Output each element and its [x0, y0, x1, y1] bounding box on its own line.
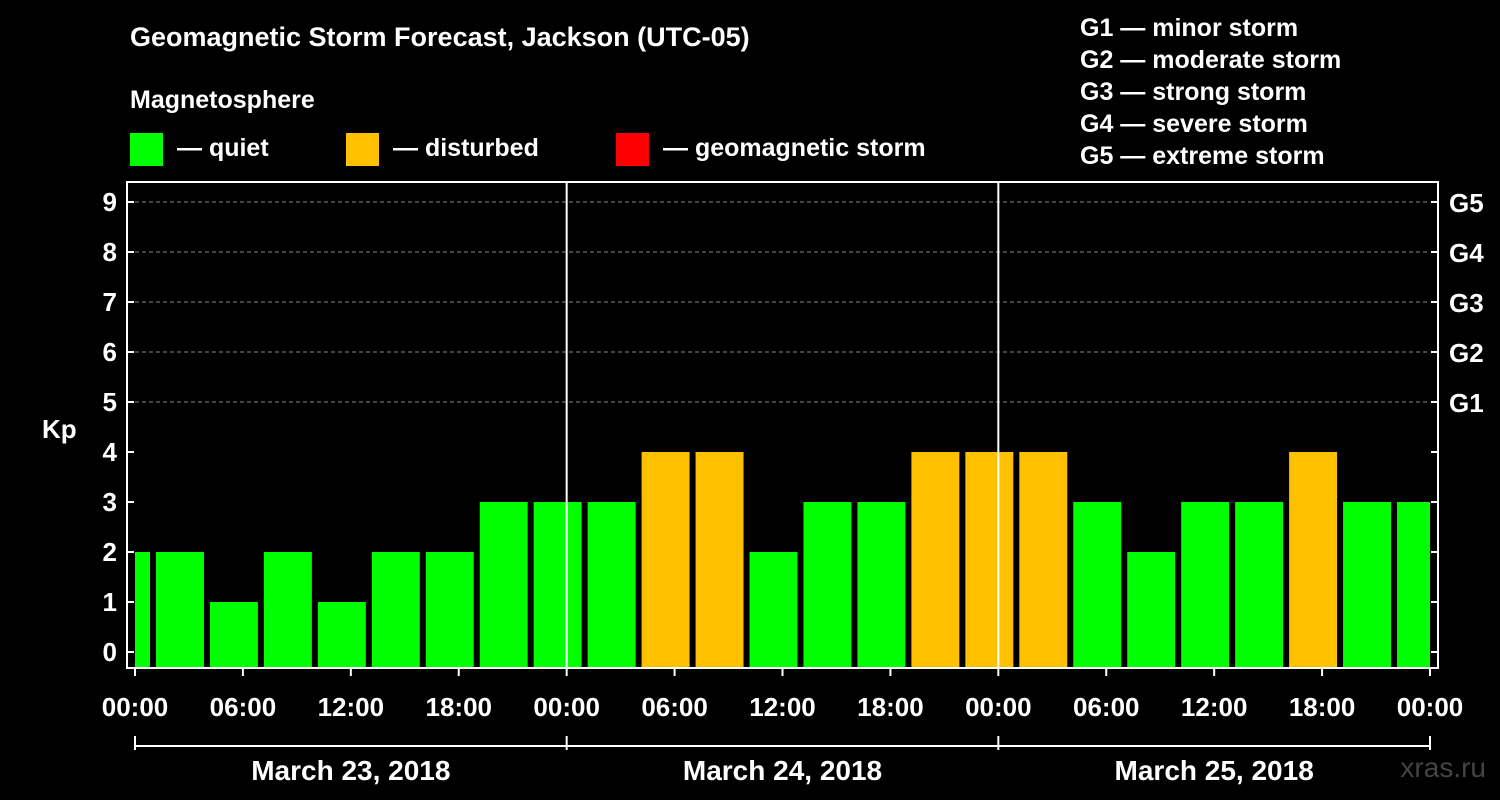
legend-swatch-storm [616, 133, 649, 166]
chart-title: Geomagnetic Storm Forecast, Jackson (UTC… [130, 22, 750, 52]
day-label: March 24, 2018 [683, 755, 882, 786]
legend-label-quiet: — quiet [177, 134, 269, 162]
kp-bar [749, 552, 798, 668]
kp-bar [135, 552, 150, 668]
x-tick-label: 06:00 [1073, 692, 1140, 722]
kp-bar [155, 552, 204, 668]
kp-bar [533, 502, 582, 668]
x-tick-label: 06:00 [641, 692, 708, 722]
x-tick-label: 18:00 [1289, 692, 1356, 722]
y-tick-label: 9 [103, 187, 117, 217]
y-tick-label: 5 [103, 387, 117, 417]
kp-bar [587, 502, 636, 668]
kp-bar [1019, 452, 1068, 668]
g-scale-g3: G3 — strong storm [1080, 78, 1307, 106]
kp-bar [479, 502, 528, 668]
g-scale-g5: G5 — extreme storm [1080, 142, 1325, 170]
day-label: March 23, 2018 [251, 755, 450, 786]
y-tick-label: 6 [103, 337, 117, 367]
kp-bar [803, 502, 852, 668]
g-scale-g2: G2 — moderate storm [1080, 46, 1342, 74]
day-label: March 25, 2018 [1115, 755, 1314, 786]
x-tick-label: 00:00 [965, 692, 1032, 722]
y-tick-label: 4 [103, 437, 118, 467]
x-tick-label: 18:00 [426, 692, 493, 722]
kp-bar [1073, 502, 1122, 668]
y-tick-label: 3 [103, 487, 117, 517]
legend-swatch-quiet [130, 133, 163, 166]
kp-bar [1127, 552, 1176, 668]
g-scale-g1: G1 — minor storm [1080, 14, 1299, 42]
y-tick-label: 0 [103, 637, 117, 667]
watermark: xras.ru [1400, 752, 1486, 783]
kp-bar [857, 502, 906, 668]
x-tick-label: 00:00 [102, 692, 169, 722]
legend-label-disturbed: — disturbed [393, 134, 539, 162]
kp-bar [695, 452, 744, 668]
kp-bar [1181, 502, 1230, 668]
g-scale-tick-label: G2 [1449, 338, 1484, 368]
legend-swatch-disturbed [346, 133, 379, 166]
x-tick-label: 00:00 [1397, 692, 1464, 722]
x-tick-label: 18:00 [857, 692, 924, 722]
x-tick-label: 00:00 [533, 692, 600, 722]
y-tick-label: 7 [103, 287, 117, 317]
x-tick-label: 12:00 [318, 692, 385, 722]
magnetosphere-label: Magnetosphere [130, 86, 315, 114]
x-tick-label: 12:00 [749, 692, 816, 722]
g-scale-tick-label: G5 [1449, 188, 1484, 218]
kp-bar [425, 552, 474, 668]
kp-bar [1289, 452, 1338, 668]
kp-bar [911, 452, 960, 668]
kp-bar [1397, 502, 1430, 668]
bars-group [135, 452, 1430, 668]
g-scale-tick-label: G4 [1449, 238, 1484, 268]
g-scale-g4: G4 — severe storm [1080, 110, 1308, 138]
x-tick-label: 06:00 [210, 692, 277, 722]
g-scale-tick-label: G1 [1449, 388, 1484, 418]
g-scale-tick-label: G3 [1449, 288, 1484, 318]
kp-bar [317, 602, 366, 668]
legend-label-storm: — geomagnetic storm [663, 134, 926, 162]
kp-bar [371, 552, 420, 668]
kp-bar [641, 452, 690, 668]
kp-bar [1235, 502, 1284, 668]
y-tick-label: 1 [103, 587, 117, 617]
kp-bar [263, 552, 312, 668]
y-tick-label: 8 [103, 237, 117, 267]
kp-bar [1343, 502, 1392, 668]
y-tick-label: 2 [103, 537, 117, 567]
kp-bar [209, 602, 258, 668]
x-tick-label: 12:00 [1181, 692, 1248, 722]
kp-bar [965, 452, 1014, 668]
y-axis-label: Kp [42, 414, 77, 444]
